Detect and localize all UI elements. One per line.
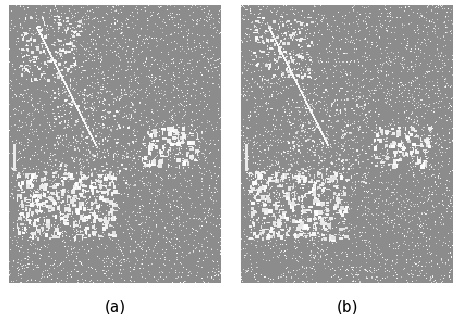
Text: (a): (a) bbox=[104, 299, 125, 314]
Text: (b): (b) bbox=[336, 299, 357, 314]
